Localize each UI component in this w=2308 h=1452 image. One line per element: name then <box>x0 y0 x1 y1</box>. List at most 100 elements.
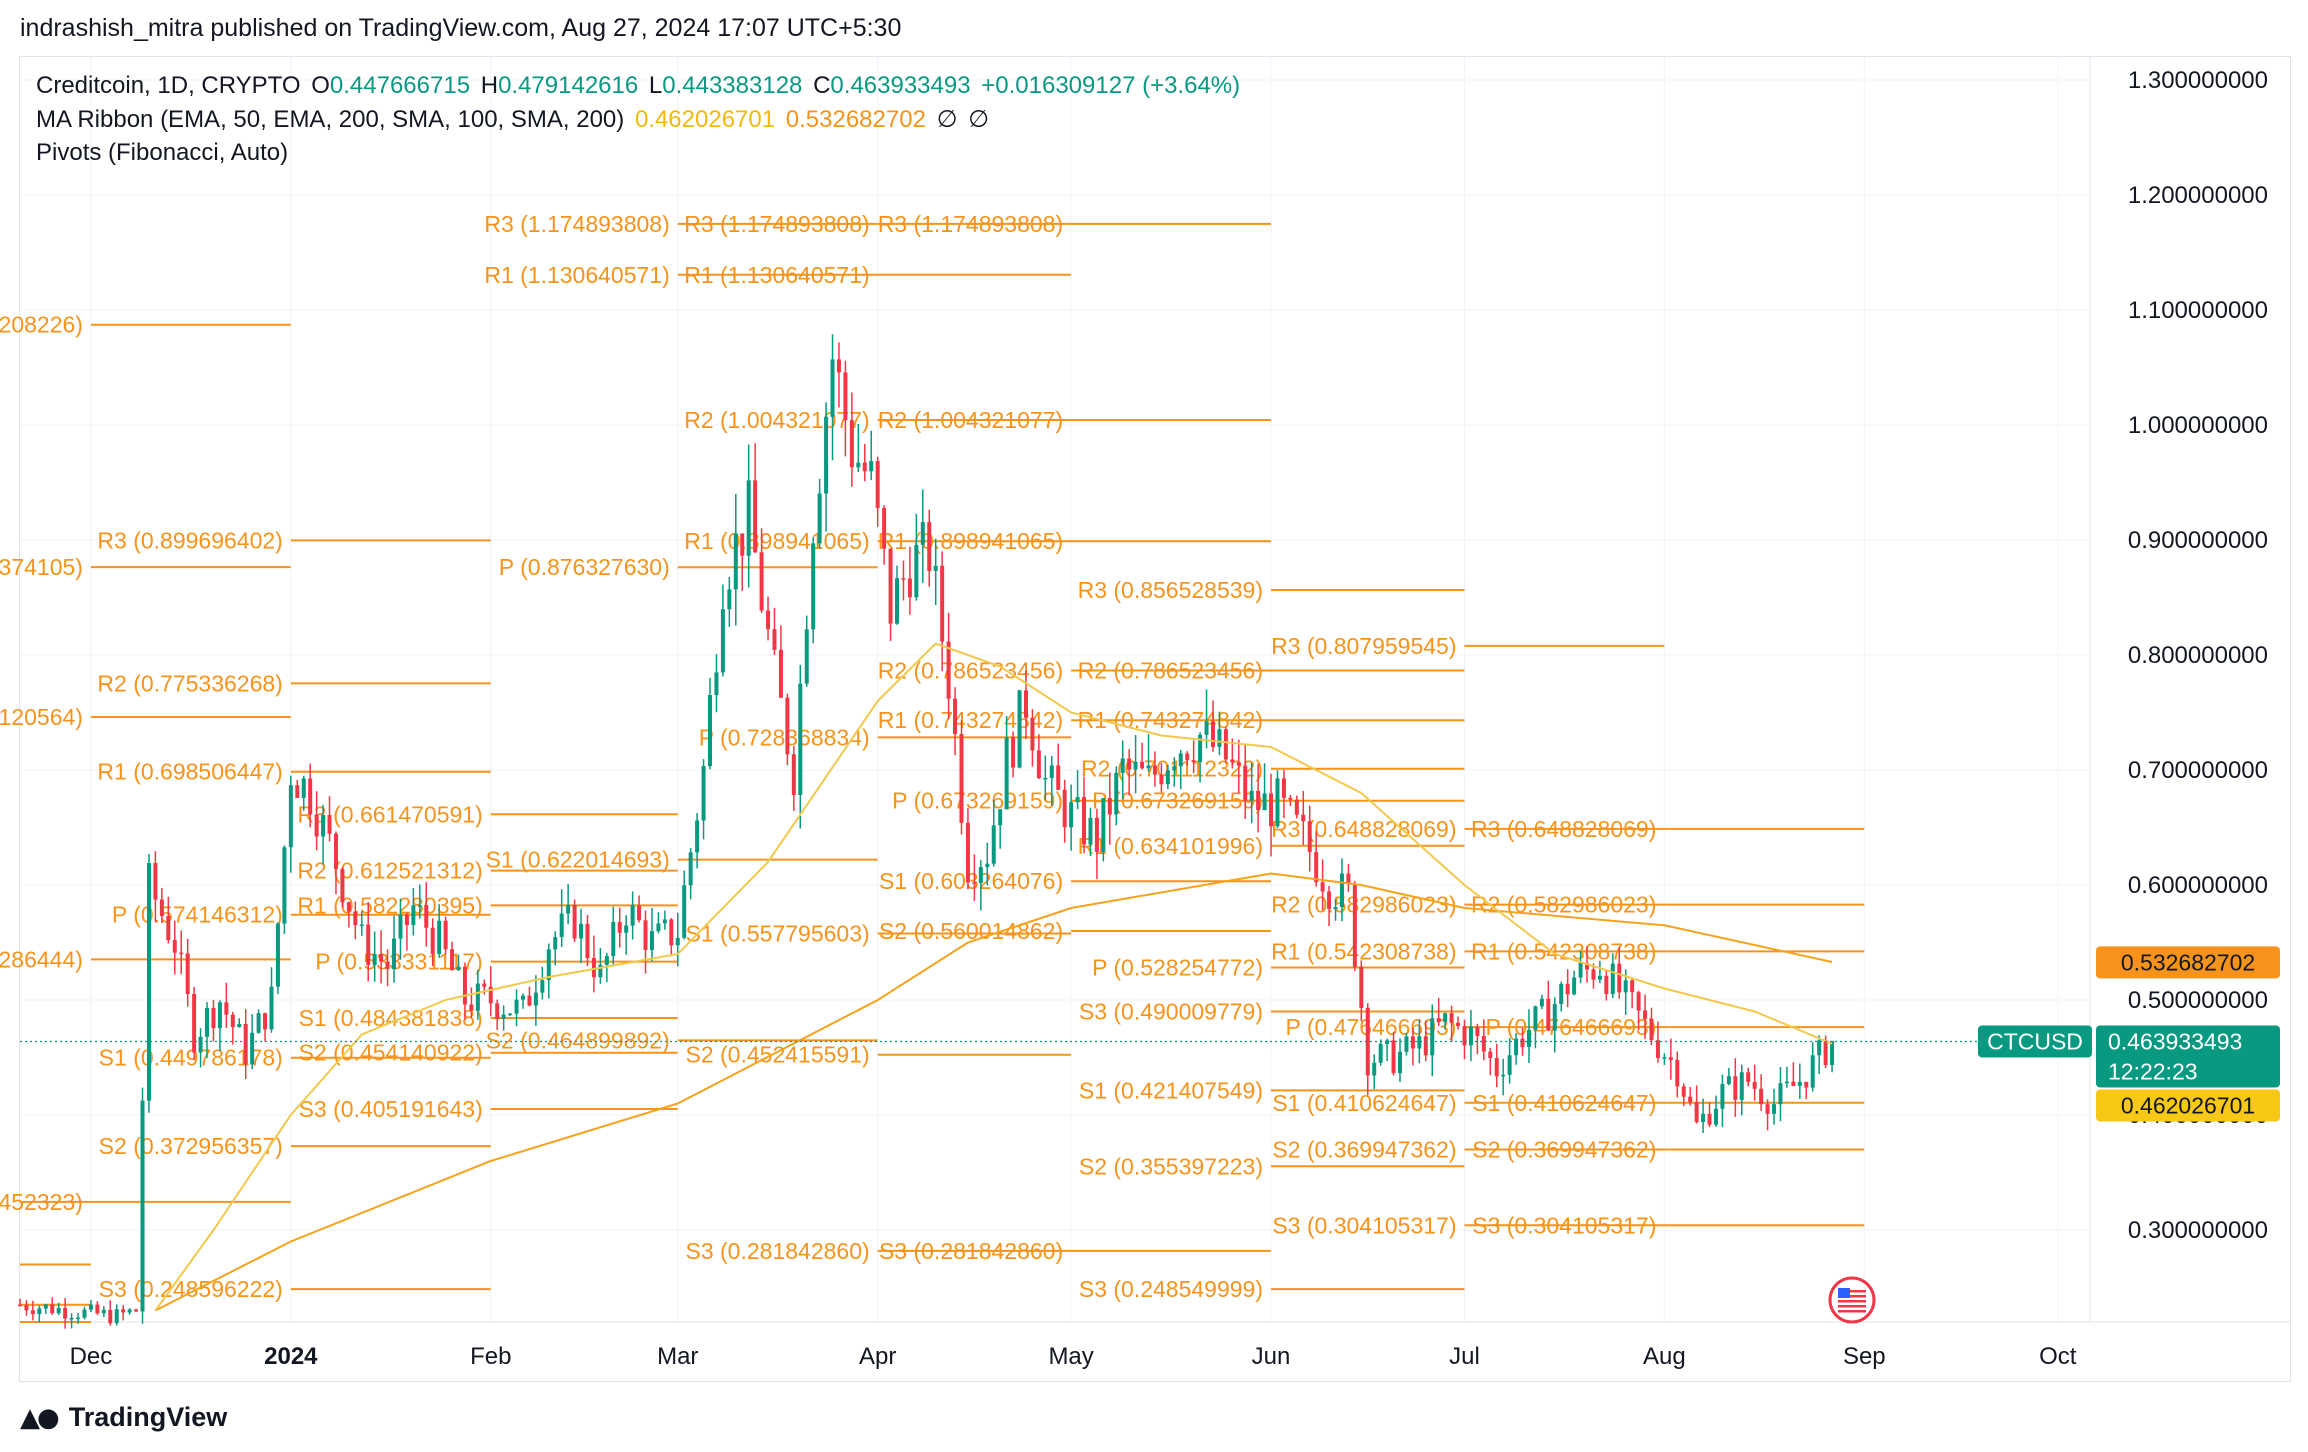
candle-body <box>82 1309 87 1318</box>
candle-body <box>437 920 442 954</box>
y-tick-label: 1.200000000 <box>2128 182 2268 209</box>
candle-body <box>688 852 693 886</box>
candle-body <box>185 953 190 994</box>
high-label: H <box>480 72 499 99</box>
candle-body <box>146 863 151 1101</box>
candle-body <box>411 905 416 926</box>
chart-panel[interactable] <box>19 56 2291 1382</box>
candle-body <box>1681 1086 1686 1097</box>
candle-body <box>1114 772 1119 815</box>
flag-stripe <box>1838 1290 1866 1293</box>
candle-body <box>275 923 280 987</box>
candle-body <box>205 1007 210 1037</box>
candle-body <box>308 778 313 815</box>
pivots-legend: Pivots (Fibonacci, Auto) <box>36 139 289 166</box>
pivot-level-label: R2 (0.582986023) <box>1471 892 1656 918</box>
close-label: C <box>813 72 831 99</box>
candle-body <box>114 1309 119 1324</box>
candle-body <box>527 995 532 1006</box>
x-tick-label: Apr <box>859 1343 896 1370</box>
tradingview-logo[interactable]: ▲● TradingView <box>20 1402 227 1433</box>
price-chart[interactable]: S1 (0.324452323)34640)44874)451197)R3 (1… <box>0 0 2308 1400</box>
candle-body <box>1230 759 1235 763</box>
candle-body <box>366 924 371 965</box>
candle-body <box>546 949 551 981</box>
candle-body <box>1449 1013 1454 1023</box>
candle-body <box>295 785 300 798</box>
pivot-level-label: R3 (1.174893808) <box>684 211 869 237</box>
pivot-level-label: S3 (0.281842860) <box>879 1238 1063 1264</box>
candle-body <box>559 913 564 938</box>
price-countdown: 12:22:23 <box>2108 1058 2198 1084</box>
candle-body <box>869 461 874 472</box>
pivot-level-label: R1 (0.582280395) <box>297 892 482 918</box>
candle-body <box>475 983 480 1011</box>
pivot-level-label: P (0.476466693) <box>1286 1014 1457 1040</box>
candle-body <box>604 956 609 965</box>
candle-body <box>1275 778 1280 827</box>
candle-body <box>30 1310 35 1315</box>
pivot-level-label: R1 (1.130640571) <box>684 262 869 288</box>
flag-stripe <box>1838 1295 1866 1298</box>
x-tick-label: Jul <box>1449 1343 1480 1370</box>
candle-body <box>430 927 435 954</box>
candle-body <box>76 1317 81 1320</box>
price-badge-ema200 <box>2096 946 2280 979</box>
y-tick-label: 0.900000000 <box>2128 527 2268 554</box>
candle-body <box>1011 737 1016 768</box>
y-tick-label: 0.700000000 <box>2128 757 2268 784</box>
candle-body <box>875 461 880 508</box>
candle-body <box>24 1304 29 1311</box>
candle-body <box>766 610 771 630</box>
candle-body <box>1314 851 1319 883</box>
candle-body <box>1585 962 1590 970</box>
candle-body <box>1514 1038 1519 1056</box>
pivot-level-label: R2 (0.582986023) <box>1271 892 1456 918</box>
candle-body <box>1488 1051 1493 1058</box>
candle-body <box>495 1003 500 1019</box>
candle-body <box>1365 1007 1370 1076</box>
pivot-level-label: R1 (0.542308738) <box>1271 938 1456 964</box>
pivot-level-label: P (0.728368834) <box>699 724 870 750</box>
open-value: 0.447666715 <box>329 72 471 99</box>
candle-body <box>1133 761 1138 770</box>
candle-body <box>353 911 358 926</box>
candle-body <box>321 815 326 837</box>
candle-body <box>392 938 397 970</box>
pivot-level-label: S1 (0.622014693) <box>486 847 670 873</box>
ma-ribbon-name: MA Ribbon (EMA, 50, EMA, 200, SMA, 100, … <box>36 106 625 133</box>
symbol-tag <box>1978 1025 2092 1058</box>
pivot-level-label: P (0.528254772) <box>1092 955 1263 981</box>
candle-body <box>714 672 719 696</box>
candle-body <box>1526 1029 1531 1047</box>
candle-body <box>553 937 558 950</box>
candle-body <box>1030 717 1035 751</box>
candle-body <box>301 778 306 798</box>
candle-body <box>1752 1081 1757 1089</box>
candle-body <box>1559 983 1564 1005</box>
candle-body <box>134 1309 139 1312</box>
pivot-level-label: S1 (0.410624647) <box>1472 1090 1656 1116</box>
x-tick-label: Feb <box>470 1343 511 1370</box>
candle-body <box>1307 821 1312 852</box>
candle-body <box>1423 1036 1428 1056</box>
candle-body <box>1043 777 1048 780</box>
price-badge-label-ema50: 0.462026701 <box>2121 1092 2255 1118</box>
candle-body <box>1604 975 1609 995</box>
candle-body <box>1739 1072 1744 1100</box>
candle-body <box>1023 690 1028 718</box>
y-tick-label: 0.500000000 <box>2128 987 2268 1014</box>
candle-body <box>1049 765 1054 778</box>
candle-body <box>953 698 958 735</box>
symbol-legend: Creditcoin, 1D, CRYPTO O0.447666715 H0.4… <box>36 72 1240 100</box>
candle-body <box>1765 1104 1770 1114</box>
pivot-level-label: R3 (1.174893808) <box>484 211 669 237</box>
candle-body <box>482 983 487 987</box>
candle-body <box>456 966 461 971</box>
candle-body <box>1668 1057 1673 1060</box>
candle-body <box>682 885 687 938</box>
candle-body <box>346 902 351 912</box>
candle-body <box>1746 1072 1751 1082</box>
candle-body <box>1094 817 1099 852</box>
candle-body <box>1372 1062 1377 1076</box>
